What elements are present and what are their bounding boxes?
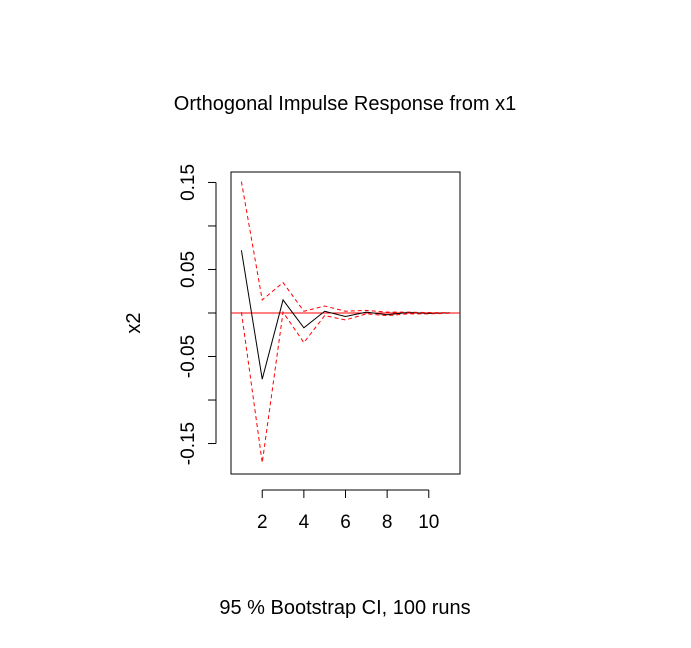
x-tick-label: 10 bbox=[418, 512, 439, 533]
x-tick-label: 2 bbox=[257, 512, 268, 533]
y-tick-label: 0.05 bbox=[178, 251, 199, 288]
series-line-upper bbox=[240, 181, 450, 314]
series-line-lower bbox=[240, 310, 450, 463]
y-axis-label: x2 bbox=[123, 312, 145, 333]
series-layer bbox=[240, 181, 450, 463]
x-tick-label: 6 bbox=[340, 512, 351, 533]
x-tick-label: 8 bbox=[382, 512, 393, 533]
plot-frame bbox=[230, 171, 461, 475]
chart-footer: 95 % Bootstrap CI, 100 runs bbox=[219, 597, 470, 619]
series-line-estimate bbox=[240, 250, 450, 380]
chart-title: Orthogonal Impulse Response from x1 bbox=[174, 93, 516, 115]
x-axis: 2 4 6 8 10 bbox=[257, 489, 439, 533]
y-tick-label: -0.15 bbox=[178, 422, 199, 465]
x-tick-label: 4 bbox=[299, 512, 310, 533]
y-axis: -0.15 -0.05 0.05 0.15 bbox=[178, 164, 217, 465]
y-tick-label: -0.05 bbox=[178, 335, 199, 378]
y-tick-label: 0.15 bbox=[178, 164, 199, 201]
